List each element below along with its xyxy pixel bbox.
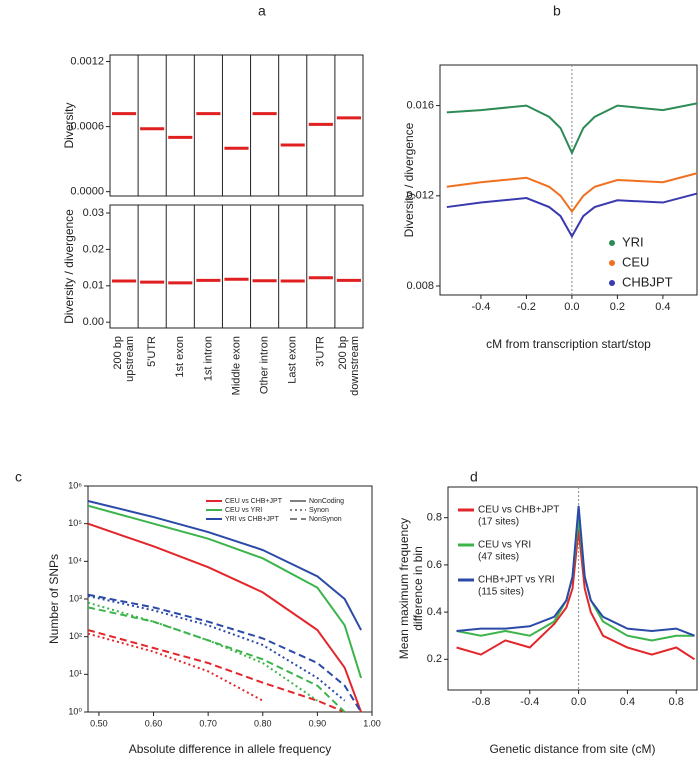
x-tick-label: 0.90 [309, 718, 327, 728]
legend-marker [609, 260, 615, 266]
y-axis-label: Number of SNPs [47, 554, 61, 644]
series-line [446, 172, 698, 214]
legend-label: CHBJPT [622, 274, 673, 289]
x-tick-label: 0.70 [199, 718, 217, 728]
series-line [456, 529, 696, 661]
series-line [446, 192, 698, 239]
y-tick-label: 0.02 [83, 243, 104, 255]
legend-label: YRI [622, 234, 644, 249]
x-tick-label: 0.50 [90, 718, 108, 728]
category-label: 200 bp [112, 336, 124, 370]
series-line [456, 517, 695, 642]
x-tick-label: 0.4 [620, 696, 635, 708]
y-tick-label: 0.0000 [70, 186, 104, 198]
y-tick-label: 0.6 [427, 559, 442, 571]
y-axis-label: Diversity / divergence [62, 209, 76, 324]
category-label: 5'UTR [146, 336, 158, 367]
panel-letter: c [15, 469, 22, 485]
legend-marker [609, 280, 615, 286]
y-tick-label: 0.012 [406, 190, 434, 202]
category-label: 200 bp [337, 336, 349, 370]
category-label: 1st intron [202, 336, 214, 381]
y-tick-label: 10⁶ [68, 480, 82, 490]
y-tick-label: 0.0006 [70, 120, 104, 132]
y-axis-label: Diversity / divergence [402, 122, 416, 237]
legend-marker [609, 240, 615, 246]
legend-note: (17 sites) [478, 517, 519, 528]
y-tick-label: 10⁵ [68, 518, 82, 528]
series-line [87, 606, 346, 713]
x-axis-label: Genetic distance from site (cM) [489, 742, 655, 756]
legend-note: (115 sites) [478, 587, 524, 598]
y-tick-label: 10⁴ [68, 556, 82, 566]
category-label: downstream [349, 336, 361, 396]
y-tick-label: 10¹ [69, 669, 82, 679]
legend-label: CHB+JPT vs YRI [478, 575, 555, 586]
plot-frame [447, 486, 698, 691]
y-tick-label: 0.008 [406, 280, 434, 292]
legend-note: (47 sites) [478, 552, 519, 563]
y-tick-label: 0.8 [427, 512, 442, 524]
x-tick-label: 0.80 [254, 718, 272, 728]
category-label: Last exon [287, 336, 299, 384]
series-line [87, 500, 362, 631]
x-tick-label: 0.0 [571, 696, 586, 708]
panel-letter: a [258, 3, 266, 19]
plot-frame [109, 54, 364, 197]
y-tick-label: 0.016 [406, 99, 434, 111]
x-tick-label: 0.2 [610, 301, 625, 313]
series-line [87, 632, 264, 702]
x-tick-label: 0.4 [655, 301, 670, 313]
panel-letter: d [470, 469, 478, 485]
y-tick-label: 0.4 [427, 606, 442, 618]
legend-label: CEU vs YRI [225, 507, 262, 514]
y-axis-label: difference in bin [411, 546, 425, 631]
y-tick-label: 10⁰ [68, 706, 82, 716]
series-line [87, 504, 363, 679]
category-label: Middle exon [230, 336, 242, 395]
y-tick-label: 0.03 [83, 207, 104, 219]
series-line [87, 522, 363, 713]
legend-style-label: Synon [309, 507, 329, 514]
series-line [87, 601, 318, 702]
legend-label: YRI vs CHB+JPT [225, 516, 280, 523]
category-label: Other intron [259, 336, 271, 394]
category-label: 1st exon [174, 336, 186, 378]
x-tick-label: 0.0 [564, 301, 579, 313]
y-tick-label: 0.2 [427, 653, 442, 665]
x-tick-label: -0.8 [471, 696, 490, 708]
plot-frame [439, 64, 698, 296]
x-tick-label: 0.8 [669, 696, 684, 708]
legend-style-label: NonCoding [309, 498, 344, 505]
legend-label: CEU vs CHB+JPT [478, 505, 559, 516]
y-axis-label: Mean maximum frequency [397, 518, 411, 659]
series-line [87, 595, 346, 702]
x-axis-label: cM from transcription start/stop [486, 337, 651, 351]
y-tick-label: 0.0012 [70, 55, 104, 67]
legend-label: CEU vs YRI [478, 540, 531, 551]
y-axis-label: Diversity [62, 102, 76, 148]
x-tick-label: 1.00 [363, 718, 381, 728]
panel-letter: b [553, 3, 561, 19]
y-tick-label: 10³ [69, 593, 82, 603]
series-line [446, 102, 698, 156]
legend-style-label: NonSynon [309, 516, 342, 523]
legend-label: CEU vs CHB+JPT [225, 498, 283, 505]
y-tick-label: 0.00 [83, 316, 104, 328]
x-tick-label: -0.4 [520, 696, 539, 708]
x-tick-label: 0.60 [145, 718, 163, 728]
series-line [87, 593, 362, 713]
y-tick-label: 0.01 [83, 280, 104, 292]
series-line [87, 629, 346, 713]
legend-label: CEU [622, 254, 649, 269]
category-label: upstream [124, 336, 136, 382]
x-tick-label: -0.4 [471, 301, 490, 313]
series-line [456, 505, 695, 637]
plot-frame [109, 204, 364, 329]
category-label: 3'UTR [315, 336, 327, 367]
y-tick-label: 10² [69, 631, 82, 641]
x-axis-label: Absolute difference in allele frequency [129, 742, 332, 756]
x-tick-label: -0.2 [517, 301, 536, 313]
